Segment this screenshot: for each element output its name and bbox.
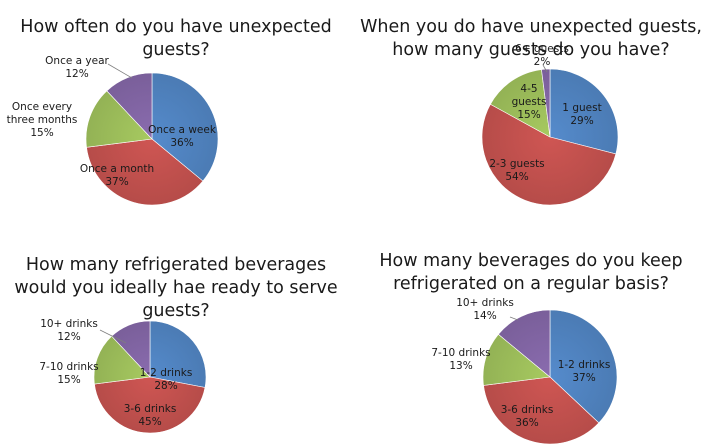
data-label-1-guest: 1 guest 29% xyxy=(562,102,601,127)
chart-title-line: refrigerated on a regular basis? xyxy=(393,274,669,294)
data-label-once-a-month: Once a month 37% xyxy=(80,163,154,188)
pie-chart-3: How many refrigerated beverages would you… xyxy=(14,255,338,434)
pie-slice-1-2-drinks xyxy=(149,320,207,388)
chart-title-line: guests? xyxy=(142,40,209,60)
pie-chart-1: How often do you have unexpected guests? O… xyxy=(7,17,332,206)
data-label-once-every-three-months: Once every three months 15% xyxy=(7,101,78,139)
data-label-1-2-drinks: 1-2 drinks 28% xyxy=(140,367,193,392)
pie-slice-7-10-drinks xyxy=(482,333,551,386)
data-label-3-6-drinks: 3-6 drinks 36% xyxy=(501,404,554,429)
data-label-once-a-year: Once a year 12% xyxy=(45,55,109,80)
pie-slice-7-10-drinks xyxy=(93,335,151,385)
chart-title-line: How many beverages do you keep xyxy=(379,251,682,271)
leader-line xyxy=(542,64,548,73)
pie-slice-once-a-year xyxy=(106,72,153,140)
data-label-4-5-guests: 4-5 guests 15% xyxy=(512,83,547,121)
pie-slice-once-a-week xyxy=(151,72,219,182)
leader-line xyxy=(509,316,519,321)
chart-title-line: guests? xyxy=(142,301,209,321)
chart-title-line: how many guests do you have? xyxy=(392,40,669,60)
data-label-3-6-drinks: 3-6 drinks 45% xyxy=(124,403,177,428)
pie-chart-2: When you do have unexpected guests, how m… xyxy=(360,17,702,206)
data-label-10-drinks: 10+ drinks 12% xyxy=(40,318,98,343)
pie-slice-3-6-drinks xyxy=(94,376,206,434)
leader-line xyxy=(99,329,127,344)
pie-slice-once-a-month xyxy=(86,138,204,206)
data-label-10-drinks: 10+ drinks 14% xyxy=(456,297,514,322)
pie-slice-4-5-guests xyxy=(490,69,551,138)
data-label-7-10-drinks: 7-10 drinks 13% xyxy=(431,347,490,372)
pie-slice-1-2-drinks xyxy=(549,309,618,424)
chart-title-line: How many refrigerated beverages xyxy=(26,255,326,275)
pie-slice-3-6-drinks xyxy=(483,376,600,445)
data-label-6-guests: 6+ guests 2% xyxy=(515,43,569,68)
pie-slice-once-every-three-months xyxy=(85,90,153,148)
data-label-2-3-guests: 2-3 guests 54% xyxy=(489,158,544,183)
chart-title-line: would you ideally hae ready to serve xyxy=(14,278,337,298)
data-label-1-2-drinks: 1-2 drinks 37% xyxy=(558,359,611,384)
data-label-once-a-week: Once a week 36% xyxy=(148,124,217,149)
pie-slice-2-3-guests xyxy=(481,103,617,206)
data-label-7-10-drinks: 7-10 drinks 15% xyxy=(39,361,98,386)
leader-line xyxy=(107,63,133,79)
pie-chart-4: How many beverages do you keep refrigerat… xyxy=(379,251,683,445)
chart-title-line: How often do you have unexpected xyxy=(20,17,331,37)
pie-slice-1-guest xyxy=(549,68,619,155)
chart-title-line: When you do have unexpected guests, xyxy=(360,17,702,37)
pie-slice-10-drinks xyxy=(497,309,551,378)
